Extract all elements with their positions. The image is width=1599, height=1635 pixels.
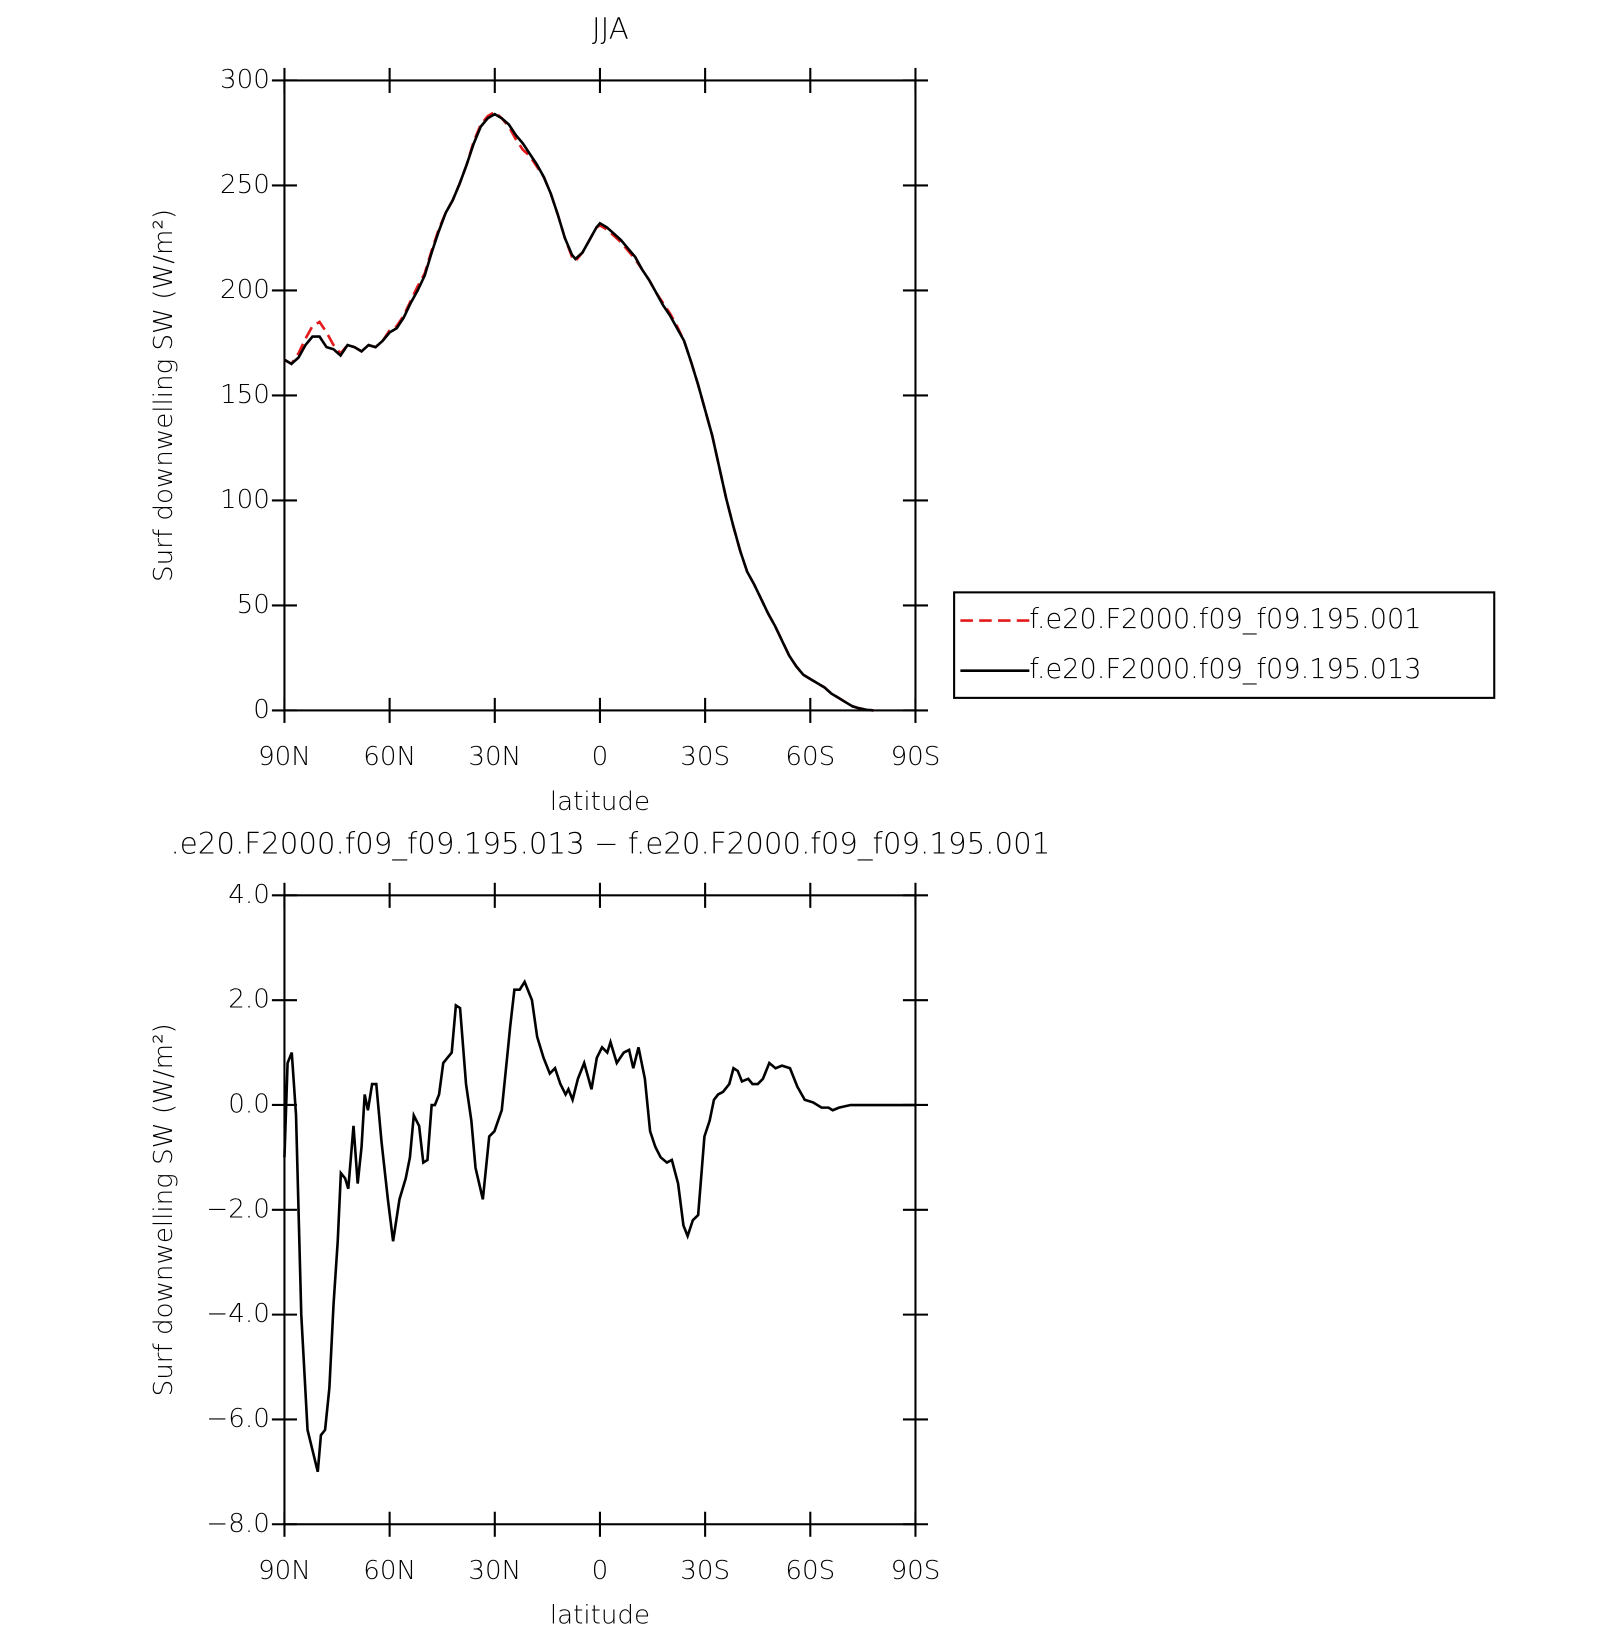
y-tick-label: 0	[253, 695, 270, 725]
legend-label: f.e20.F2000.f09_f09.195.013	[1029, 654, 1421, 685]
y-tick-label: 250	[220, 170, 270, 200]
x-tick-label: 0	[592, 1556, 609, 1586]
y-axis-label: Surf downwelling SW (W/m²)	[149, 209, 179, 582]
x-tick-label: 30N	[468, 742, 521, 772]
plot-frame	[283, 79, 917, 712]
y-tick-label: −6.0	[206, 1404, 269, 1434]
y-tick-label: −4.0	[206, 1299, 269, 1329]
x-tick-label: 0	[592, 742, 609, 772]
x-tick-label: 60N	[363, 742, 416, 772]
x-tick-label: 90S	[891, 742, 941, 772]
y-tick-label: 2.0	[228, 985, 270, 1015]
data-line	[283, 110, 874, 712]
data-line	[283, 112, 874, 712]
y-tick-label: −2.0	[206, 1194, 269, 1224]
x-axis-label: latitude	[550, 1601, 650, 1631]
x-tick-label: 30S	[680, 1556, 730, 1586]
plot-frame	[283, 894, 917, 1526]
y-tick-label: 200	[220, 275, 270, 305]
x-tick-label: 60S	[785, 1556, 835, 1586]
y-tick-label: −8.0	[206, 1509, 269, 1539]
x-tick-label: 90S	[891, 1556, 941, 1586]
legend-label: f.e20.F2000.f09_f09.195.001	[1029, 604, 1421, 635]
y-tick-label: 100	[220, 485, 270, 515]
x-tick-label: 90N	[258, 742, 311, 772]
x-tick-label: 60N	[363, 1556, 416, 1586]
x-tick-label: 90N	[258, 1556, 311, 1586]
x-tick-label: 30N	[468, 1556, 521, 1586]
y-tick-label: 4.0	[228, 880, 270, 910]
y-axis-label: Surf downwelling SW (W/m²)	[149, 1023, 179, 1396]
chart-title: JJA	[592, 12, 629, 46]
y-tick-label: 50	[237, 590, 270, 620]
y-tick-label: 150	[220, 380, 270, 410]
chart-title: .e20.F2000.f09_f09.195.013 − f.e20.F2000…	[170, 827, 1050, 862]
x-tick-label: 30S	[680, 742, 730, 772]
x-tick-label: 60S	[785, 742, 835, 772]
legend-box	[953, 591, 1496, 699]
y-tick-label: 0.0	[228, 1089, 270, 1119]
x-axis-label: latitude	[550, 787, 650, 817]
data-line	[283, 978, 916, 1473]
y-tick-label: 300	[220, 65, 270, 95]
